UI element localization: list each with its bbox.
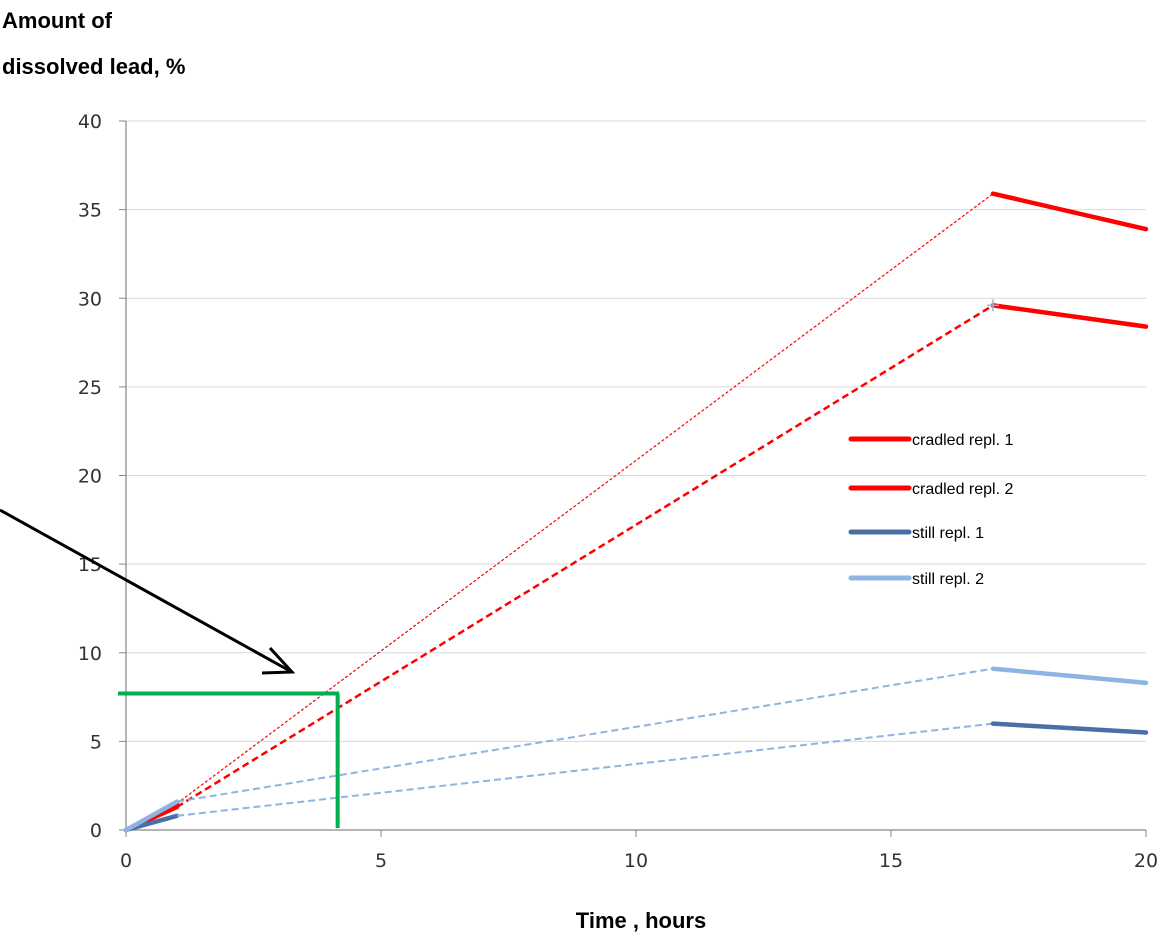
series-segment-dashed — [176, 193, 994, 804]
series-layer — [123, 191, 1149, 833]
arrow-shaft — [0, 508, 291, 673]
x-tick-label: 15 — [879, 850, 903, 872]
series-segment-end — [990, 303, 1149, 329]
y-tick-labels: 0 5 10 15 20 25 30 35 40 — [78, 111, 102, 842]
series-segment-dashed — [176, 304, 994, 809]
axes — [119, 120, 1147, 837]
x-tick-label: 0 — [120, 850, 132, 872]
x-tick-labels: 0 5 10 15 20 — [120, 850, 1158, 872]
x-tick-label: 5 — [375, 850, 387, 872]
y-tick-label: 10 — [78, 643, 102, 665]
annotation-layer — [0, 508, 340, 828]
series-segment-dashed — [176, 722, 994, 817]
x-tick-label: 10 — [624, 850, 648, 872]
y-tick-label: 0 — [90, 820, 102, 842]
series-segment-start — [123, 799, 180, 833]
gridlines — [126, 120, 1146, 742]
series-segment-end — [990, 191, 1149, 232]
y-tick-label: 30 — [78, 288, 102, 310]
x-tick-label: 20 — [1134, 850, 1158, 872]
y-tick-label: 5 — [90, 731, 102, 753]
y-tick-label: 25 — [78, 377, 102, 399]
legend-label: still repl. 2 — [912, 571, 984, 588]
arrow-head — [261, 646, 296, 675]
y-tick-label: 35 — [78, 200, 102, 222]
y-tick-label: 20 — [78, 466, 102, 488]
y-axis-title-line2: dissolved lead, % — [2, 54, 185, 79]
series-segment-end — [990, 721, 1149, 735]
y-tick-label: 40 — [78, 111, 102, 133]
legend: cradled repl. 1 cradled repl. 2 still repl… — [848, 432, 1013, 588]
series-segment-dashed — [176, 667, 994, 803]
x-axis-title: Time , hours — [576, 908, 706, 933]
series-segment-end — [990, 666, 1149, 686]
y-axis-title-line1: Amount of — [2, 8, 113, 33]
legend-label: cradled repl. 2 — [912, 481, 1013, 498]
legend-label: still repl. 1 — [912, 525, 984, 542]
y-tick-label: 15 — [78, 554, 102, 576]
legend-label: cradled repl. 1 — [912, 432, 1013, 449]
